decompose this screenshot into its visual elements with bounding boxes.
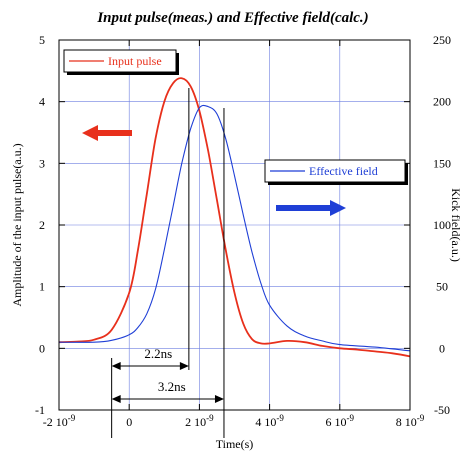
x-tick-label: -2 10-9 xyxy=(43,413,76,429)
y-right-tick-label: 100 xyxy=(433,218,451,232)
legend-effective-field: Effective field xyxy=(264,159,408,185)
series-layer xyxy=(58,77,411,358)
y-left-tick-label: 2 xyxy=(39,218,45,232)
arrow-right-blue-head xyxy=(330,200,346,216)
arrow-left-red-head xyxy=(82,125,98,141)
direction-arrows xyxy=(82,125,346,216)
dimension-3-2ns-head-right xyxy=(214,395,224,403)
ticks xyxy=(58,39,411,411)
y-right-axis-title: Kick field(a.u.) xyxy=(449,188,463,262)
legend-input-pulse-box xyxy=(63,49,177,73)
arrow-right-blue-shaft xyxy=(276,205,330,211)
dimension-2-2ns-head-left xyxy=(111,362,121,370)
chart-title: Input pulse(meas.) and Effective field(c… xyxy=(96,10,368,26)
y-left-tick-label: -1 xyxy=(35,403,45,417)
legend-effective-field-label: Effective field xyxy=(309,164,378,178)
x-tick-label: 8 10-9 xyxy=(396,413,425,429)
grid xyxy=(59,40,410,410)
y-right-tick-label: -50 xyxy=(434,403,450,417)
y-right-tick-label: 0 xyxy=(439,341,445,355)
x-tick-label: 6 10-9 xyxy=(326,413,355,429)
y-left-tick-label: 5 xyxy=(39,33,45,47)
legend-input-pulse-label: Input pulse xyxy=(108,54,162,68)
y-right-tick-label: 250 xyxy=(433,33,451,47)
x-tick-label: 2 10-9 xyxy=(185,413,214,429)
annotation-3-2ns-label: 3.2ns xyxy=(158,379,186,394)
series-line-input-pulse xyxy=(58,77,411,358)
x-tick-label: 0 xyxy=(126,415,132,429)
legend-effective-field-box xyxy=(264,159,406,183)
y-right-tick-label: 150 xyxy=(433,156,451,170)
x-axis-title: Time(s) xyxy=(216,437,254,451)
annotations: 2.2ns 3.2ns xyxy=(111,88,225,438)
dimension-3-2ns-head-left xyxy=(111,395,121,403)
arrow-left-red-shaft xyxy=(98,130,132,136)
y-left-tick-label: 4 xyxy=(39,95,45,109)
tick-labels: -2 10-9 0 2 10-9 4 10-9 6 10-9 8 10-9 -1 0 1 2 3 4 5… xyxy=(35,33,451,429)
x-tick-label: 4 10-9 xyxy=(255,413,284,429)
y-left-axis-title: Amplitude of the input pulse(a.u.) xyxy=(10,143,24,306)
y-right-tick-label: 50 xyxy=(436,280,448,294)
legend-input-pulse: Input pulse xyxy=(63,49,179,75)
series-line-effective-field xyxy=(58,104,411,352)
dimension-2-2ns-head-right xyxy=(179,362,189,370)
annotation-2-2ns-label: 2.2ns xyxy=(144,346,172,361)
y-left-tick-label: 3 xyxy=(39,156,45,170)
y-right-tick-label: 200 xyxy=(433,95,451,109)
y-left-tick-label: 1 xyxy=(39,280,45,294)
y-left-tick-label: 0 xyxy=(39,341,45,355)
